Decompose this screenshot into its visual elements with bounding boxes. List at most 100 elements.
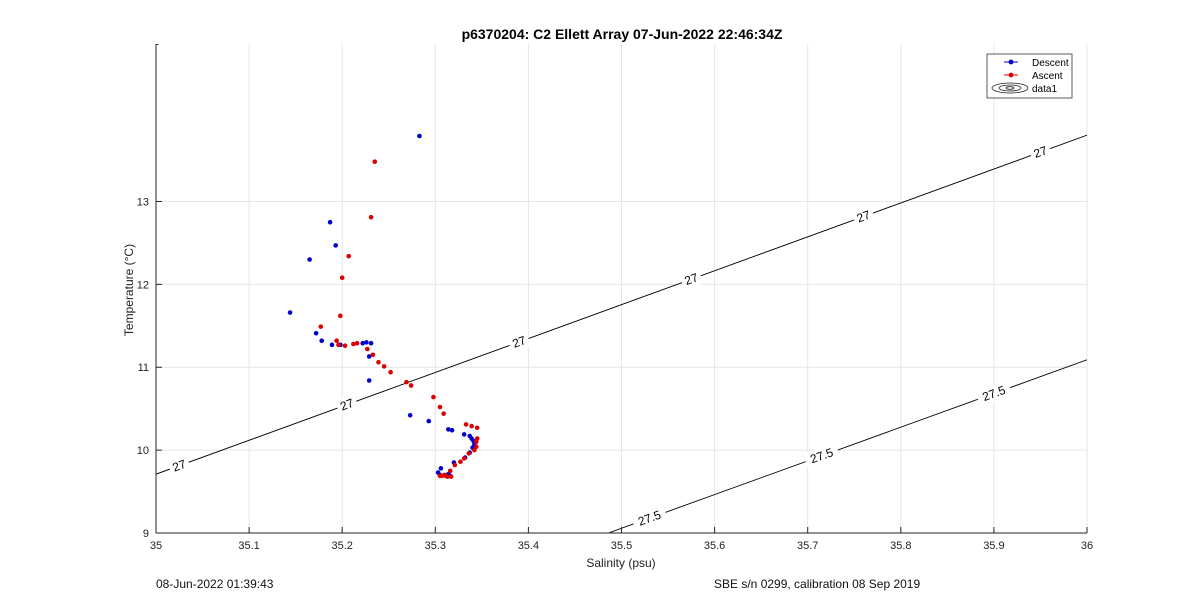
ascent-point xyxy=(334,338,339,344)
axes: 35 35.1 35.2 35.3 35.4 35.5 35.6 35.7 35.8 35.9 36… xyxy=(137,44,1093,552)
ascent-point xyxy=(431,394,436,400)
ascent-point xyxy=(461,456,467,461)
contour-label-group: 27 xyxy=(167,454,192,477)
ascent-point xyxy=(376,359,381,365)
ascent-point xyxy=(439,473,445,479)
contour-label: 27 xyxy=(683,270,701,288)
y-tick-label: 9 xyxy=(143,528,149,540)
descent-point xyxy=(333,243,338,248)
contour-label-bg xyxy=(630,504,669,532)
ascent-point xyxy=(351,341,356,347)
y-tick-label: 12 xyxy=(137,279,149,291)
descent-point xyxy=(368,340,374,346)
contour-label-bg xyxy=(506,331,532,353)
descent-point xyxy=(461,432,467,437)
y-tick-label: 10 xyxy=(137,445,149,457)
descent-point xyxy=(438,466,444,471)
ascent-point xyxy=(437,404,443,410)
ascent-point xyxy=(466,451,472,456)
ascent-point xyxy=(452,462,458,468)
contour-label-group: 27.5 xyxy=(630,504,669,532)
descent-point xyxy=(319,338,325,344)
contour-label-bg xyxy=(1028,141,1053,164)
legend-ascent-marker xyxy=(1008,72,1014,78)
ascent-point xyxy=(474,425,480,431)
descent-point xyxy=(366,378,372,383)
contour-label-bg xyxy=(679,268,704,291)
contour-label-group: 27 xyxy=(679,268,704,291)
contour-label-group: 27.5 xyxy=(802,442,841,470)
contour-label: 27.5 xyxy=(808,445,835,466)
ascent-point xyxy=(339,275,345,281)
descent-point xyxy=(360,340,365,346)
x-tick-label: 35.1 xyxy=(238,540,259,552)
x-tick-label: 35.4 xyxy=(518,540,539,552)
contour-label: 27.5 xyxy=(981,383,1008,404)
contour-label: 27 xyxy=(510,333,528,351)
descent-point xyxy=(313,330,319,336)
ascent-point xyxy=(370,352,376,358)
ascent-point xyxy=(368,214,374,220)
contour-label: 26.5 xyxy=(180,21,207,42)
contour-label-group: 27.5 xyxy=(975,380,1013,407)
descent-point xyxy=(426,418,432,424)
ascent-point xyxy=(336,342,341,348)
ascent-point xyxy=(372,159,378,164)
descent-point xyxy=(366,354,372,359)
footer-calibration: SBE s/n 0299, calibration 08 Sep 2019 xyxy=(714,577,921,591)
contour-label-bg xyxy=(167,454,192,477)
ascent-point xyxy=(338,313,343,319)
contour-label-bg xyxy=(975,380,1013,407)
contour-label-group: 27 xyxy=(1028,141,1053,164)
ascent-point xyxy=(404,379,409,385)
legend-box xyxy=(986,53,1073,99)
contour-line-27 xyxy=(156,134,1087,475)
x-tick-label: 35.7 xyxy=(797,540,818,552)
descent-point xyxy=(446,427,451,432)
x-tick-label: 35.2 xyxy=(331,540,352,552)
x-tick-label: 35.9 xyxy=(983,540,1004,552)
ascent-point xyxy=(472,447,477,453)
contour-label-bg xyxy=(174,44,212,45)
legend-descent-label: Descent xyxy=(1032,58,1069,69)
legend-contour-icon xyxy=(991,82,1029,94)
contour-line-27-5 xyxy=(608,359,1087,533)
contour-label: 27 xyxy=(171,457,189,475)
contour-label-group: 27 xyxy=(851,205,876,228)
x-tick-label: 35.5 xyxy=(611,540,632,552)
ascent-point xyxy=(458,459,463,465)
descent-point xyxy=(327,219,333,225)
grid-lines xyxy=(155,44,1088,534)
x-tick-label: 35.8 xyxy=(890,540,911,552)
contour-label: 27 xyxy=(1032,143,1050,161)
ascent-point xyxy=(365,346,370,352)
ascent-point xyxy=(469,423,474,429)
ascent-point xyxy=(447,468,453,474)
ascent-point xyxy=(445,474,450,479)
contour-label: 27 xyxy=(855,208,873,226)
descent-point xyxy=(307,257,312,262)
descent-point xyxy=(417,133,422,139)
descent-point xyxy=(407,413,413,418)
ascent-point xyxy=(463,422,469,427)
legend-data1-label: data1 xyxy=(1032,84,1057,95)
contour-label-bg xyxy=(802,442,841,470)
descent-point xyxy=(329,342,335,348)
ascent-point xyxy=(354,340,360,346)
ascent-point xyxy=(448,474,454,479)
ascent-point xyxy=(342,343,348,348)
legend-ascent-label: Ascent xyxy=(1032,71,1063,82)
ascent-point xyxy=(473,439,479,445)
contour-label-group: 27 xyxy=(506,331,532,353)
chart-title: p6370204: C2 Ellett Array 07-Jun-2022 22… xyxy=(462,26,783,42)
x-tick-label: 35.6 xyxy=(704,540,725,552)
x-tick-label: 36 xyxy=(1081,540,1093,552)
contour-label-group: 26.5 xyxy=(174,21,212,45)
x-tick-label: 35 xyxy=(150,540,162,552)
ascent-point xyxy=(381,364,387,369)
descent-point xyxy=(449,427,455,433)
descent-point xyxy=(287,310,293,315)
